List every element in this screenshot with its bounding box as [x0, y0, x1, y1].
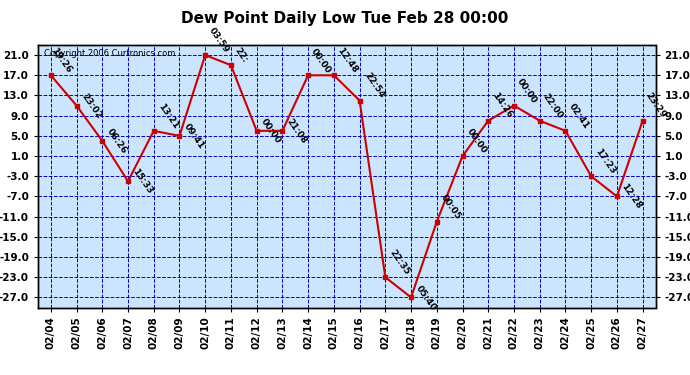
- Text: 00:00: 00:00: [465, 128, 489, 156]
- Text: 19:26: 19:26: [50, 46, 73, 75]
- Text: 14:26: 14:26: [491, 92, 515, 120]
- Text: 00:00: 00:00: [259, 117, 283, 146]
- Text: 22:35: 22:35: [388, 248, 412, 277]
- Text: 00:00: 00:00: [309, 46, 333, 75]
- Text: 12:48: 12:48: [335, 46, 359, 75]
- Text: 05:40: 05:40: [413, 284, 437, 312]
- Text: 23:29: 23:29: [644, 92, 668, 120]
- Text: 02:41: 02:41: [566, 102, 591, 130]
- Text: 06:26: 06:26: [105, 127, 128, 156]
- Text: 23:02: 23:02: [79, 92, 103, 120]
- Text: 22:: 22:: [233, 46, 249, 64]
- Text: 17:23: 17:23: [593, 147, 618, 176]
- Text: 00:00: 00:00: [515, 77, 539, 105]
- Text: 22:54: 22:54: [362, 71, 386, 100]
- Text: 03:59: 03:59: [206, 26, 230, 55]
- Text: 22:00: 22:00: [541, 92, 564, 120]
- Text: 13:21: 13:21: [157, 102, 180, 130]
- Text: 09:41: 09:41: [182, 122, 206, 150]
- Text: 00:05: 00:05: [440, 193, 463, 221]
- Text: 12:28: 12:28: [620, 183, 643, 211]
- Text: 15:33: 15:33: [130, 167, 155, 196]
- Text: Dew Point Daily Low Tue Feb 28 00:00: Dew Point Daily Low Tue Feb 28 00:00: [181, 11, 509, 26]
- Text: 21:08: 21:08: [285, 117, 308, 146]
- Text: Copyright 2006 Curtronics.com: Copyright 2006 Curtronics.com: [44, 49, 175, 58]
